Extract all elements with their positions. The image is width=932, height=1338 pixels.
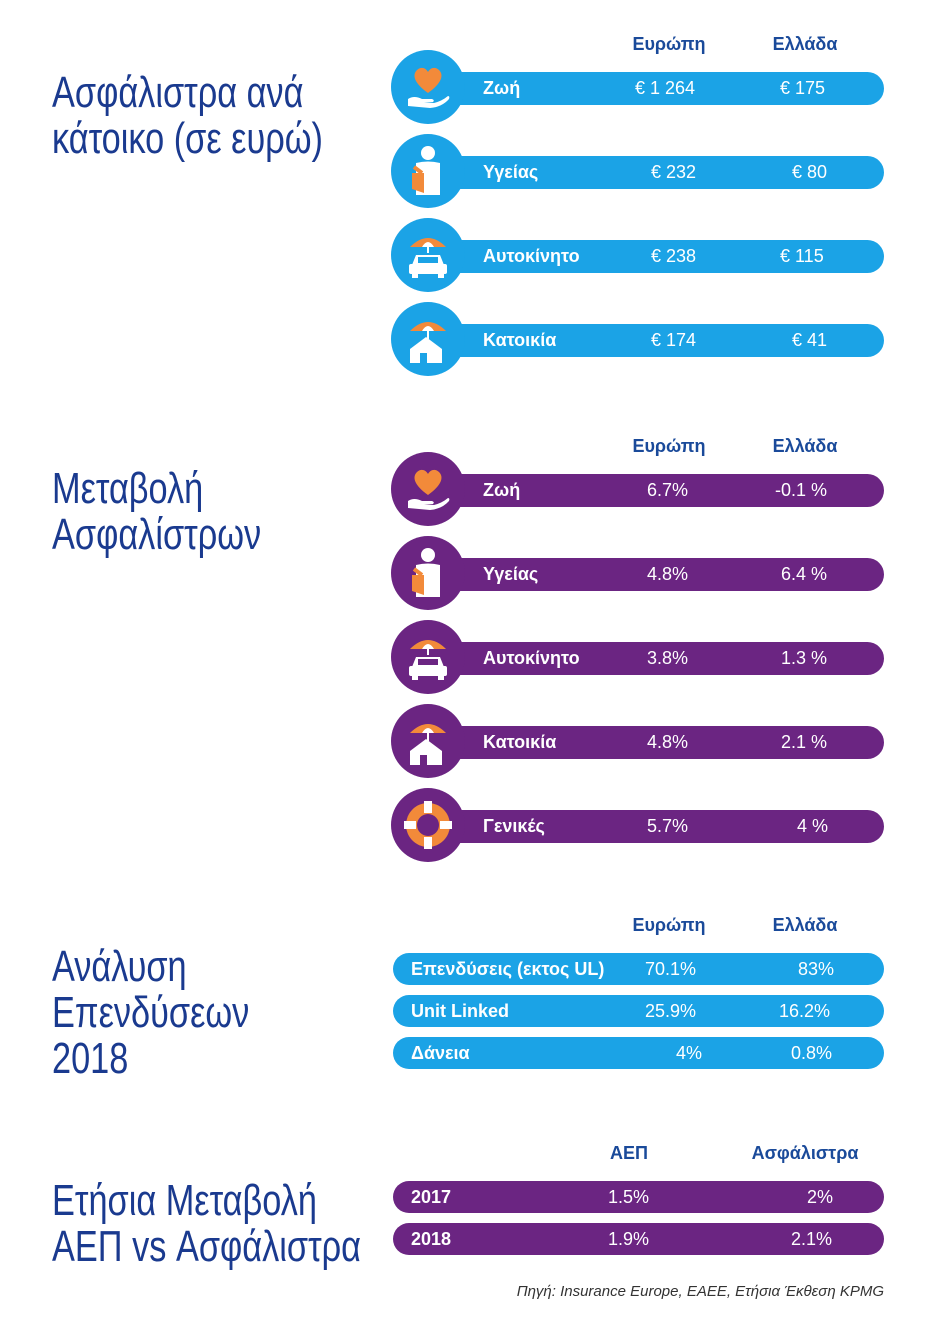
s1-row-home: Κατοικία € 174 € 41 [395,324,884,357]
lifebuoy-icon [391,788,465,862]
s2-row-car: Αυτοκίνητο 3.8% 1.3 % [395,642,884,675]
s2-row-home: Κατοικία 4.8% 2.1 % [395,726,884,759]
s2-col-greece: Ελλάδα [772,436,838,456]
car-umbrella-icon [391,218,465,292]
house-umbrella-icon [391,302,465,376]
s3-row-loans: Δάνεια 4% 0.8% [393,1037,884,1069]
s3-row-unit-linked: Unit Linked 25.9% 16.2% [393,995,884,1027]
injured-person-icon [391,134,465,208]
s1-col-europe: Ευρώπη [632,34,706,54]
s1-col-greece: Ελλάδα [772,34,838,54]
s4-col-gdp: ΑΕΠ [609,1143,648,1163]
s2-row-health: Υγείας 4.8% 6.4 % [395,558,884,591]
s4-row-2017: 2017 1.5% 2% [393,1181,884,1213]
section2-title: Μεταβολή Ασφαλίστρων [52,464,262,559]
car-umbrella-icon [391,620,465,694]
s1-row-car: Αυτοκίνητο € 238 € 115 [395,240,884,273]
s2-row-life: Ζωή 6.7% -0.1 % [395,474,884,507]
section4-title: Ετήσια Μεταβολή ΑΕΠ vs Ασφάλιστρα [52,1176,362,1271]
s1-row-life: Ζωή € 1 264 € 175 [395,72,884,105]
injured-person-icon [391,536,465,610]
section3-title: Ανάλυση Επενδύσεων 2018 [52,942,250,1083]
s2-row-general: Γενικές 5.7% 4 % [395,810,884,843]
s1-row-health: Υγείας € 232 € 80 [395,156,884,189]
s3-row-investments: Επενδύσεις (εκτος UL) 70.1% 83% [393,953,884,985]
s4-row-2018: 2018 1.9% 2.1% [393,1223,884,1255]
heart-hand-icon [391,50,465,124]
house-umbrella-icon [391,704,465,778]
section1-title: Ασφάλιστρα ανά κάτοικο (σε ευρώ) [52,68,324,163]
s4-col-premiums: Ασφάλιστρα [751,1143,859,1163]
s2-col-europe: Ευρώπη [632,436,706,456]
s3-col-greece: Ελλάδα [772,915,838,935]
s3-col-europe: Ευρώπη [632,915,706,935]
heart-hand-icon [391,452,465,526]
source-note: Πηγή: Insurance Europe, ΕΑΕΕ, Ετήσια Έκθ… [516,1283,884,1300]
